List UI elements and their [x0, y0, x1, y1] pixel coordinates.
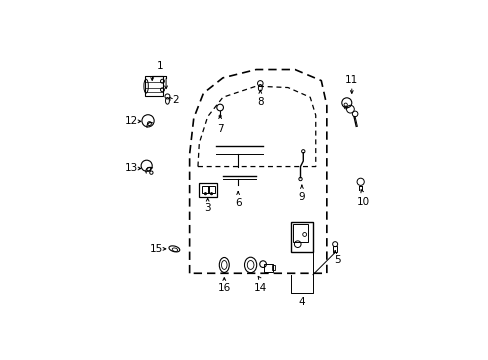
- Text: 3: 3: [204, 203, 210, 213]
- Bar: [290, 222, 312, 252]
- Bar: [198, 183, 216, 197]
- Bar: [271, 265, 275, 270]
- Bar: [202, 186, 208, 193]
- Ellipse shape: [219, 257, 229, 273]
- Text: 6: 6: [234, 198, 241, 208]
- Text: 16: 16: [217, 283, 230, 293]
- Bar: [264, 264, 272, 272]
- Text: 1: 1: [157, 62, 163, 72]
- Ellipse shape: [169, 246, 180, 252]
- Bar: [208, 186, 214, 193]
- Bar: [144, 76, 163, 96]
- Text: 5: 5: [334, 255, 341, 265]
- Text: 4: 4: [298, 297, 305, 307]
- Text: 9: 9: [298, 192, 305, 202]
- Text: 11: 11: [345, 75, 358, 85]
- Text: 2: 2: [172, 95, 179, 105]
- Text: 10: 10: [356, 197, 369, 207]
- Bar: [333, 246, 336, 252]
- Ellipse shape: [244, 257, 256, 273]
- Bar: [292, 224, 307, 242]
- Text: 12: 12: [125, 116, 138, 126]
- Text: 8: 8: [257, 97, 263, 107]
- Text: 13: 13: [125, 163, 138, 174]
- Text: 7: 7: [216, 123, 223, 134]
- Circle shape: [204, 193, 206, 195]
- Text: 14: 14: [253, 283, 266, 293]
- Circle shape: [210, 193, 212, 195]
- Text: 15: 15: [150, 244, 163, 254]
